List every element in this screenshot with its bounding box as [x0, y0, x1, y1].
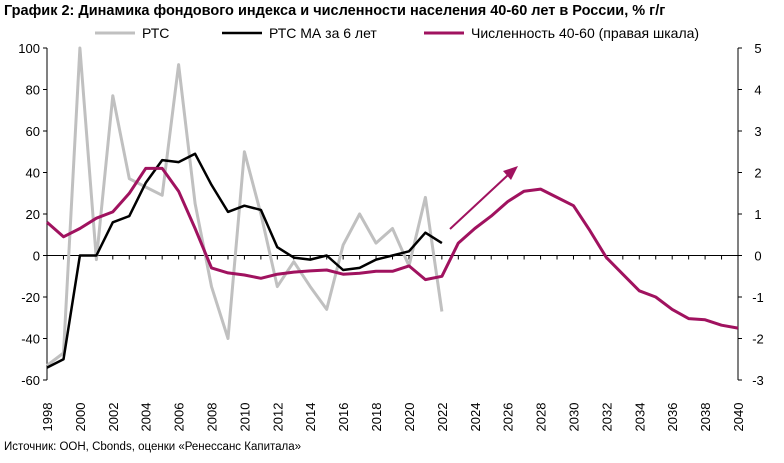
x-tick-label: 2022 — [435, 403, 450, 432]
x-tick-label: 2038 — [698, 403, 713, 432]
x-tick-label: 1998 — [40, 403, 55, 432]
legend-label-2: РТС МА за 6 лет — [269, 25, 377, 41]
x-tick-label: 2000 — [73, 403, 88, 432]
left-tick-label: -40 — [21, 332, 40, 347]
x-tick-label: 2026 — [501, 403, 516, 432]
trend-arrow-line — [449, 174, 509, 230]
x-tick-label: 2036 — [665, 403, 680, 432]
right-tick-label: 4 — [754, 83, 761, 98]
right-tick-label: -2 — [752, 332, 764, 347]
x-tick-label: 2006 — [172, 403, 187, 432]
x-tick-label: 2016 — [336, 403, 351, 432]
x-tick-label: 2040 — [731, 403, 746, 432]
legend-label-3: Численность 40-60 (правая шкала) — [471, 25, 699, 41]
legend: РТС РТС МА за 6 лет Численность 40-60 (пра… — [95, 25, 699, 41]
x-tick-label: 2002 — [106, 403, 121, 432]
x-tick-label: 2030 — [566, 403, 581, 432]
series-line-1 — [46, 46, 444, 367]
x-tick-label: 2008 — [205, 403, 220, 432]
left-tick-label: -60 — [21, 373, 40, 388]
right-tick-label: 5 — [754, 41, 761, 56]
left-tick-label: 0 — [33, 249, 40, 264]
right-tick-label: 1 — [754, 207, 761, 222]
series-line-2 — [46, 152, 443, 369]
x-tick-label: 2018 — [369, 403, 384, 432]
legend-label-1: РТС — [142, 25, 169, 41]
x-tick-label: 2014 — [303, 403, 318, 432]
x-tick-label: 2004 — [139, 403, 154, 432]
left-tick-label: 20 — [26, 207, 40, 222]
right-tick-label: 0 — [754, 249, 761, 264]
x-tick-label: 2028 — [534, 403, 549, 432]
left-tick-label: 60 — [26, 124, 40, 139]
right-tick-label: 2 — [754, 166, 761, 181]
left-tick-label: 100 — [18, 41, 40, 56]
series-line-3 — [46, 166, 739, 330]
trend-arrow — [449, 166, 518, 230]
x-tick-label: 2010 — [237, 403, 252, 432]
left-tick-label: 40 — [26, 166, 40, 181]
source-note: Источник: ООН, Cbonds, оценки «Ренессанс… — [4, 441, 302, 453]
chart-title: График 2: Динамика фондового индекса и ч… — [4, 3, 666, 19]
x-tick-label: 2012 — [270, 403, 285, 432]
left-tick-label: 80 — [26, 83, 40, 98]
x-tick-label: 2020 — [402, 403, 417, 432]
right-tick-label: 3 — [754, 124, 761, 139]
right-tick-label: -3 — [752, 373, 764, 388]
series-layer — [46, 46, 739, 369]
trend-arrow-head — [503, 166, 518, 180]
left-tick-label: -20 — [21, 290, 40, 305]
x-tick-label: 2024 — [468, 403, 483, 432]
x-tick-label: 2034 — [632, 403, 647, 432]
x-tick-label: 2032 — [599, 403, 614, 432]
right-tick-label: -1 — [752, 290, 764, 305]
axes-layer: 100 80 60 40 20 0 -20 -40 -60 5 4 3 2 1 0 -1 -2 -3 1998 200… — [18, 41, 763, 431]
